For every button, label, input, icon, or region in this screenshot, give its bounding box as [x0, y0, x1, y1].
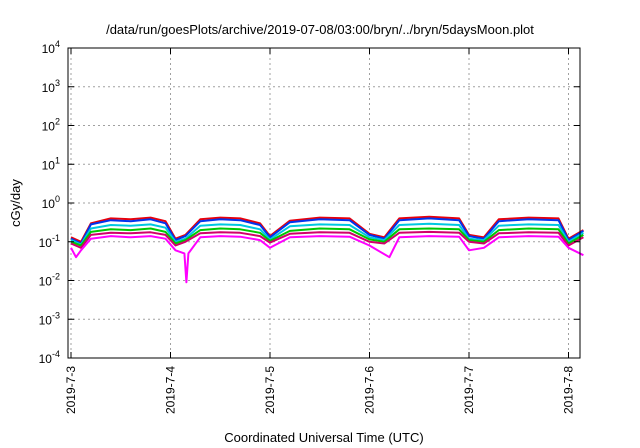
y-tick-label: 104	[42, 39, 60, 56]
series-line-2	[70, 217, 584, 245]
y-tick-label: 101	[42, 155, 60, 172]
x-tick-label: 2019-7-6	[363, 366, 377, 414]
y-tick-label: 10-2	[39, 272, 60, 289]
x-tick-label: 2019-7-4	[164, 366, 178, 414]
series-group	[70, 215, 584, 284]
x-tick-label: 2019-7-5	[263, 366, 277, 414]
y-tick-label: 10-4	[39, 349, 60, 366]
x-tick-label: 2019-7-7	[462, 366, 476, 414]
series-line-5	[70, 230, 584, 249]
grid	[68, 48, 580, 358]
series-line-6	[70, 235, 584, 284]
ticks	[68, 47, 580, 359]
y-tick-label: 10-3	[39, 310, 60, 327]
x-axis-label: Coordinated Universal Time (UTC)	[224, 430, 423, 445]
x-tick-labels: 2019-7-3 2019-7-4 2019-7-5 2019-7-6 2019-7-7…	[64, 366, 576, 414]
x-tick-label: 2019-7-3	[64, 366, 78, 414]
y-tick-labels: 10-4 10-3 10-2 10-1 100 101 102 103 104	[39, 39, 60, 366]
y-tick-label: 102	[42, 117, 60, 134]
y-tick-label: 10-1	[39, 233, 60, 250]
series-line-1	[70, 215, 584, 243]
x-tick-label: 2019-7-8	[562, 366, 576, 414]
y-tick-label: 100	[42, 194, 60, 211]
y-tick-label: 103	[42, 78, 60, 95]
chart-title: /data/run/goesPlots/archive/2019-07-08/0…	[106, 22, 534, 37]
y-axis-label: cGy/day	[8, 179, 23, 227]
series-line-4	[70, 227, 584, 247]
series-line-3	[70, 222, 584, 246]
